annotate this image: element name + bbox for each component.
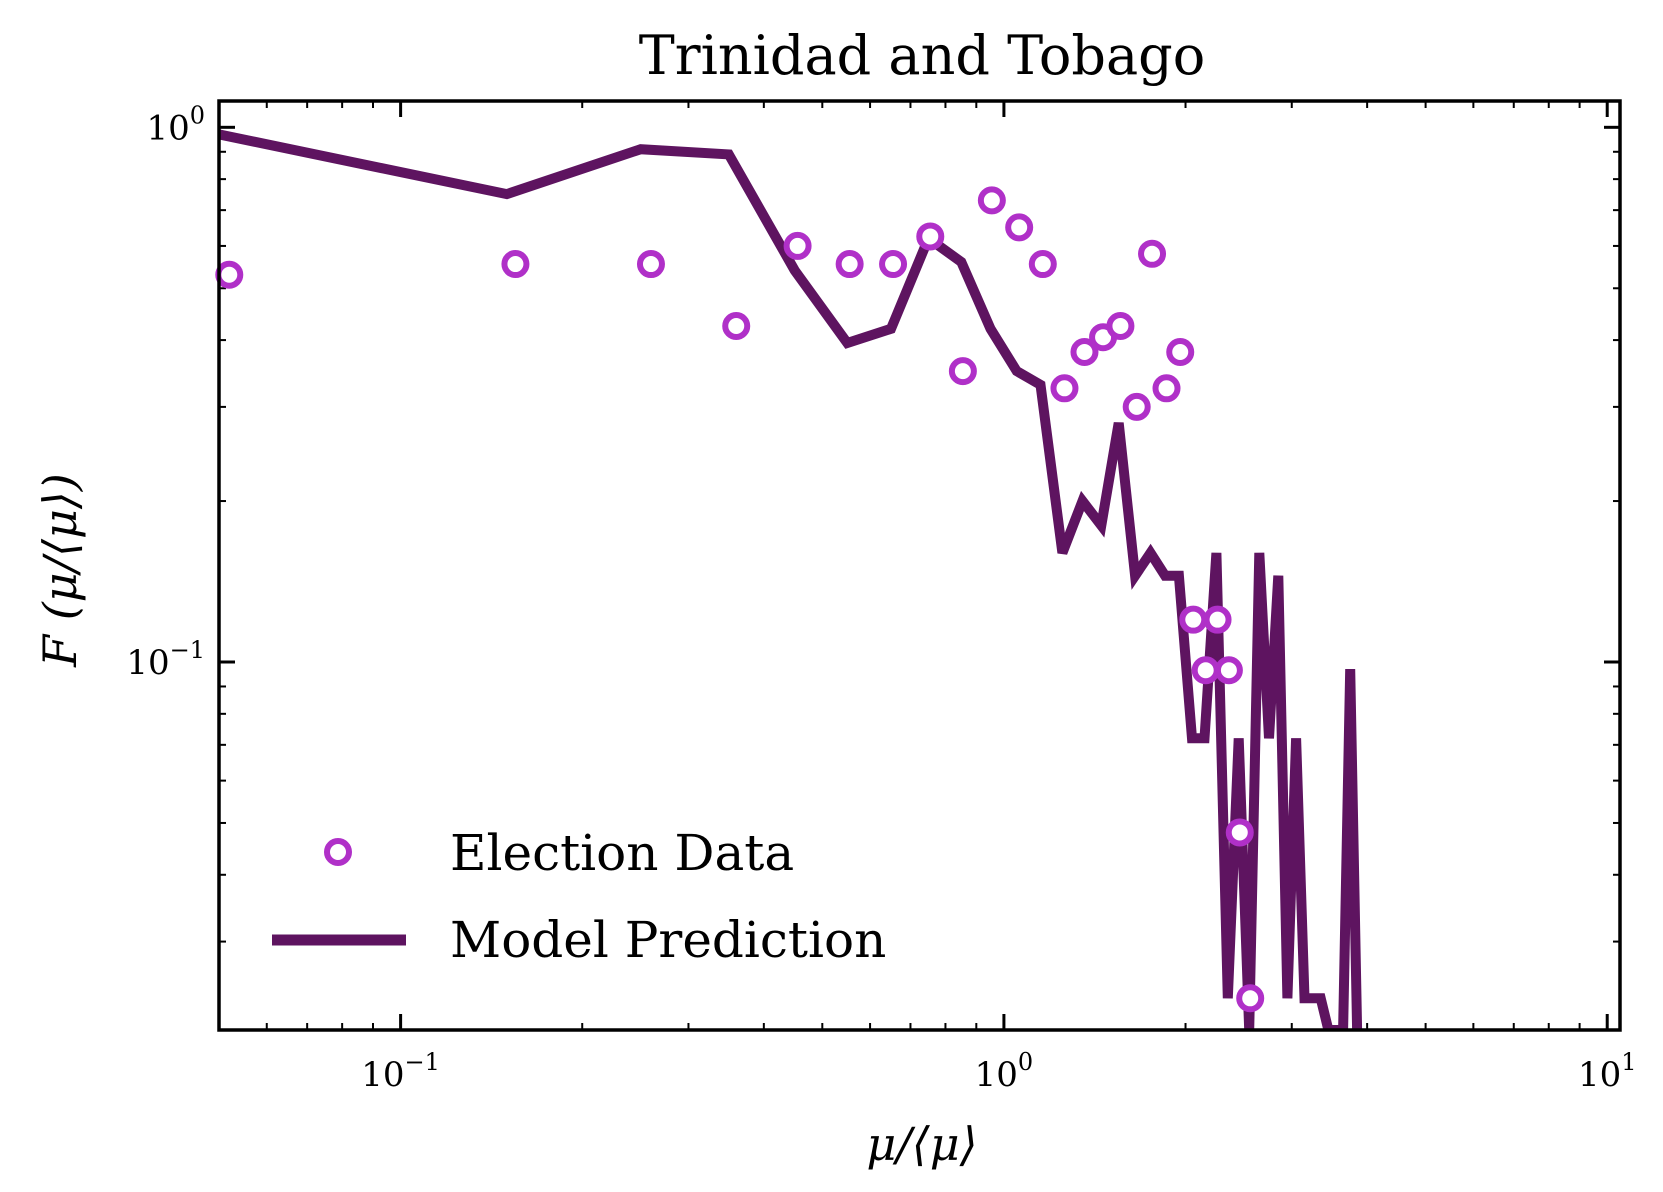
election-data-point: [1005, 213, 1034, 242]
election-data-point: [1138, 239, 1167, 268]
x-tick-label: 100: [975, 1048, 1034, 1095]
y-axis-label: F (μ/⟨μ⟩): [33, 473, 87, 668]
election-data-point: [215, 260, 244, 289]
plot-frame: [217, 99, 1622, 1032]
election-data-point: [1028, 250, 1057, 279]
election-data-point: [916, 222, 945, 251]
election-data-point: [1122, 392, 1151, 421]
x-tick-label: 10−1: [361, 1048, 440, 1095]
election-data-point: [1166, 338, 1195, 367]
x-axis-label: μ/⟨μ⟩: [866, 1117, 977, 1171]
election-data-point: [977, 186, 1006, 215]
election-data-point: [835, 250, 864, 279]
plot-layer: 10−1 100 101 10−1 100: [126, 99, 1637, 1095]
election-data-point: [1191, 656, 1220, 685]
election-data-point: [501, 250, 530, 279]
election-data-point: [1070, 338, 1099, 367]
election-data-point: [1152, 374, 1181, 403]
election-data-point: [948, 357, 977, 386]
legend-election-data-label: Election Data: [450, 824, 794, 882]
election-data-point: [879, 250, 908, 279]
election-data-point: [1225, 818, 1254, 847]
election-data-point: [1050, 374, 1079, 403]
chart-title: Trinidad and Tobago: [639, 24, 1206, 87]
legend: Election Data Model Prediction: [272, 824, 886, 969]
election-data-point: [722, 312, 751, 341]
election-data-point: [1179, 605, 1208, 634]
election-data-point: [636, 250, 665, 279]
model-prediction-line: [219, 129, 1363, 1030]
election-data-point: [1236, 984, 1265, 1013]
legend-model-prediction-label: Model Prediction: [450, 911, 886, 969]
x-tick-label: 101: [1578, 1048, 1637, 1095]
y-tick-label: 100: [146, 101, 205, 148]
election-data-point: [1203, 605, 1232, 634]
legend-election-data-marker: [324, 838, 352, 866]
election-data-point: [783, 231, 812, 260]
y-tick-label: 10−1: [126, 636, 205, 683]
election-data-point: [1214, 656, 1243, 685]
election-data-point: [1106, 312, 1135, 341]
